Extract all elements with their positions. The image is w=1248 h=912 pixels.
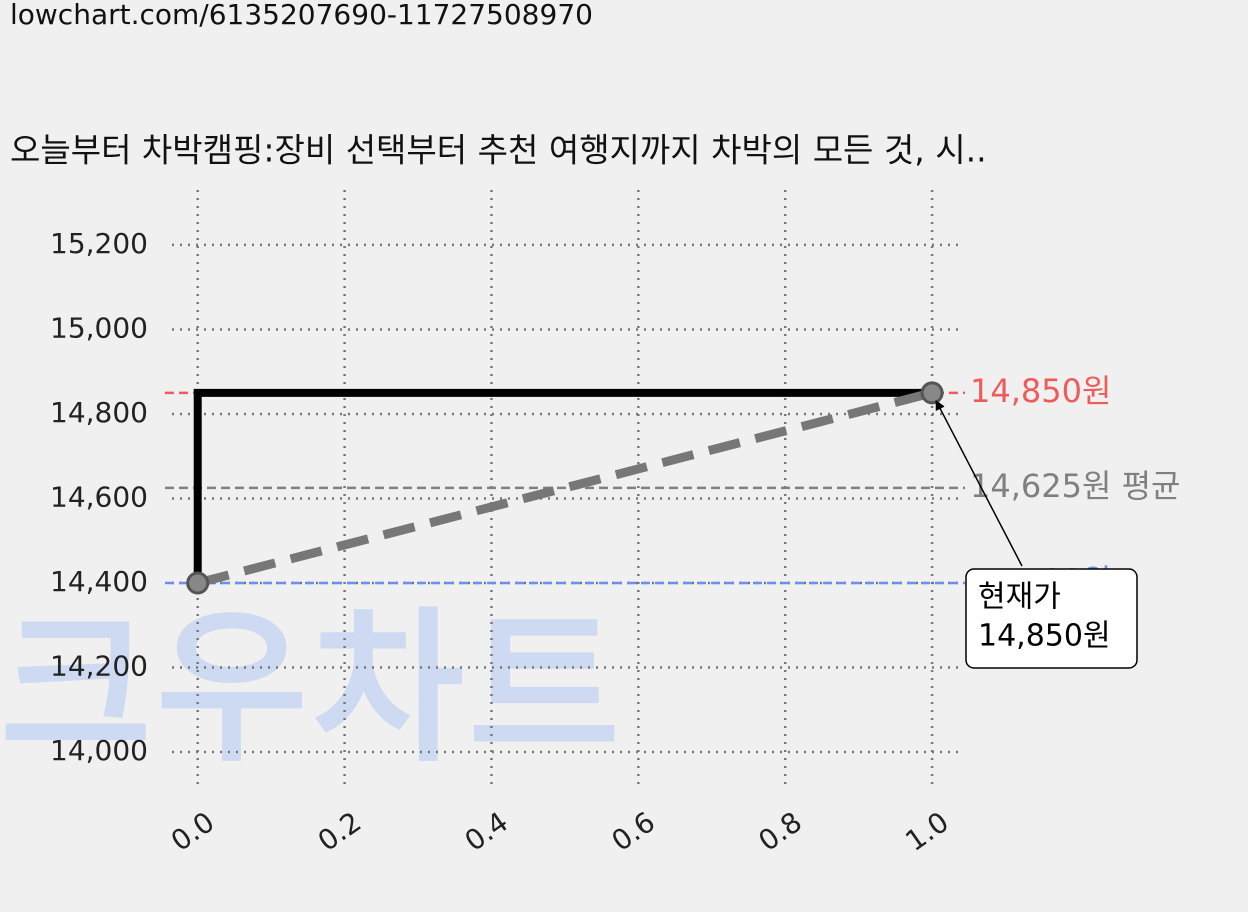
y-tick-label: 14,000 <box>50 734 148 767</box>
y-tick-label: 14,400 <box>50 565 148 598</box>
annotation-text: 14,850원 <box>978 619 1111 654</box>
chart-title: 오늘부터 차박캠핑:장비 선택부터 추천 여행지까지 차박의 모든 것, 시.. <box>10 131 987 170</box>
point-marker <box>186 571 210 595</box>
y-tick-label: 15,000 <box>50 311 148 344</box>
y-tick-label: 14,200 <box>50 650 148 683</box>
point-marker <box>920 381 944 405</box>
reference-label: 14,850원 <box>970 372 1111 410</box>
source-url: lowchart.com/6135207690-11727508970 <box>10 0 593 31</box>
y-tick-label: 14,600 <box>50 480 148 513</box>
reference-label: 14,625원 평균 <box>970 467 1180 505</box>
annotation-box <box>965 568 1138 669</box>
trend-line <box>196 388 934 588</box>
annotation-text: 현재가 <box>978 580 1061 615</box>
step-line <box>193 388 933 584</box>
y-tick-label: 14,800 <box>50 396 148 429</box>
annotation-arrow <box>935 399 1023 567</box>
y-tick-label: 15,200 <box>50 227 148 260</box>
